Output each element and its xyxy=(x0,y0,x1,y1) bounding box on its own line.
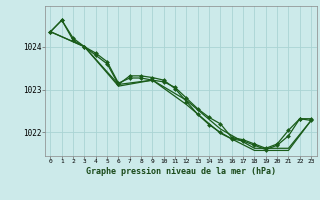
X-axis label: Graphe pression niveau de la mer (hPa): Graphe pression niveau de la mer (hPa) xyxy=(86,167,276,176)
